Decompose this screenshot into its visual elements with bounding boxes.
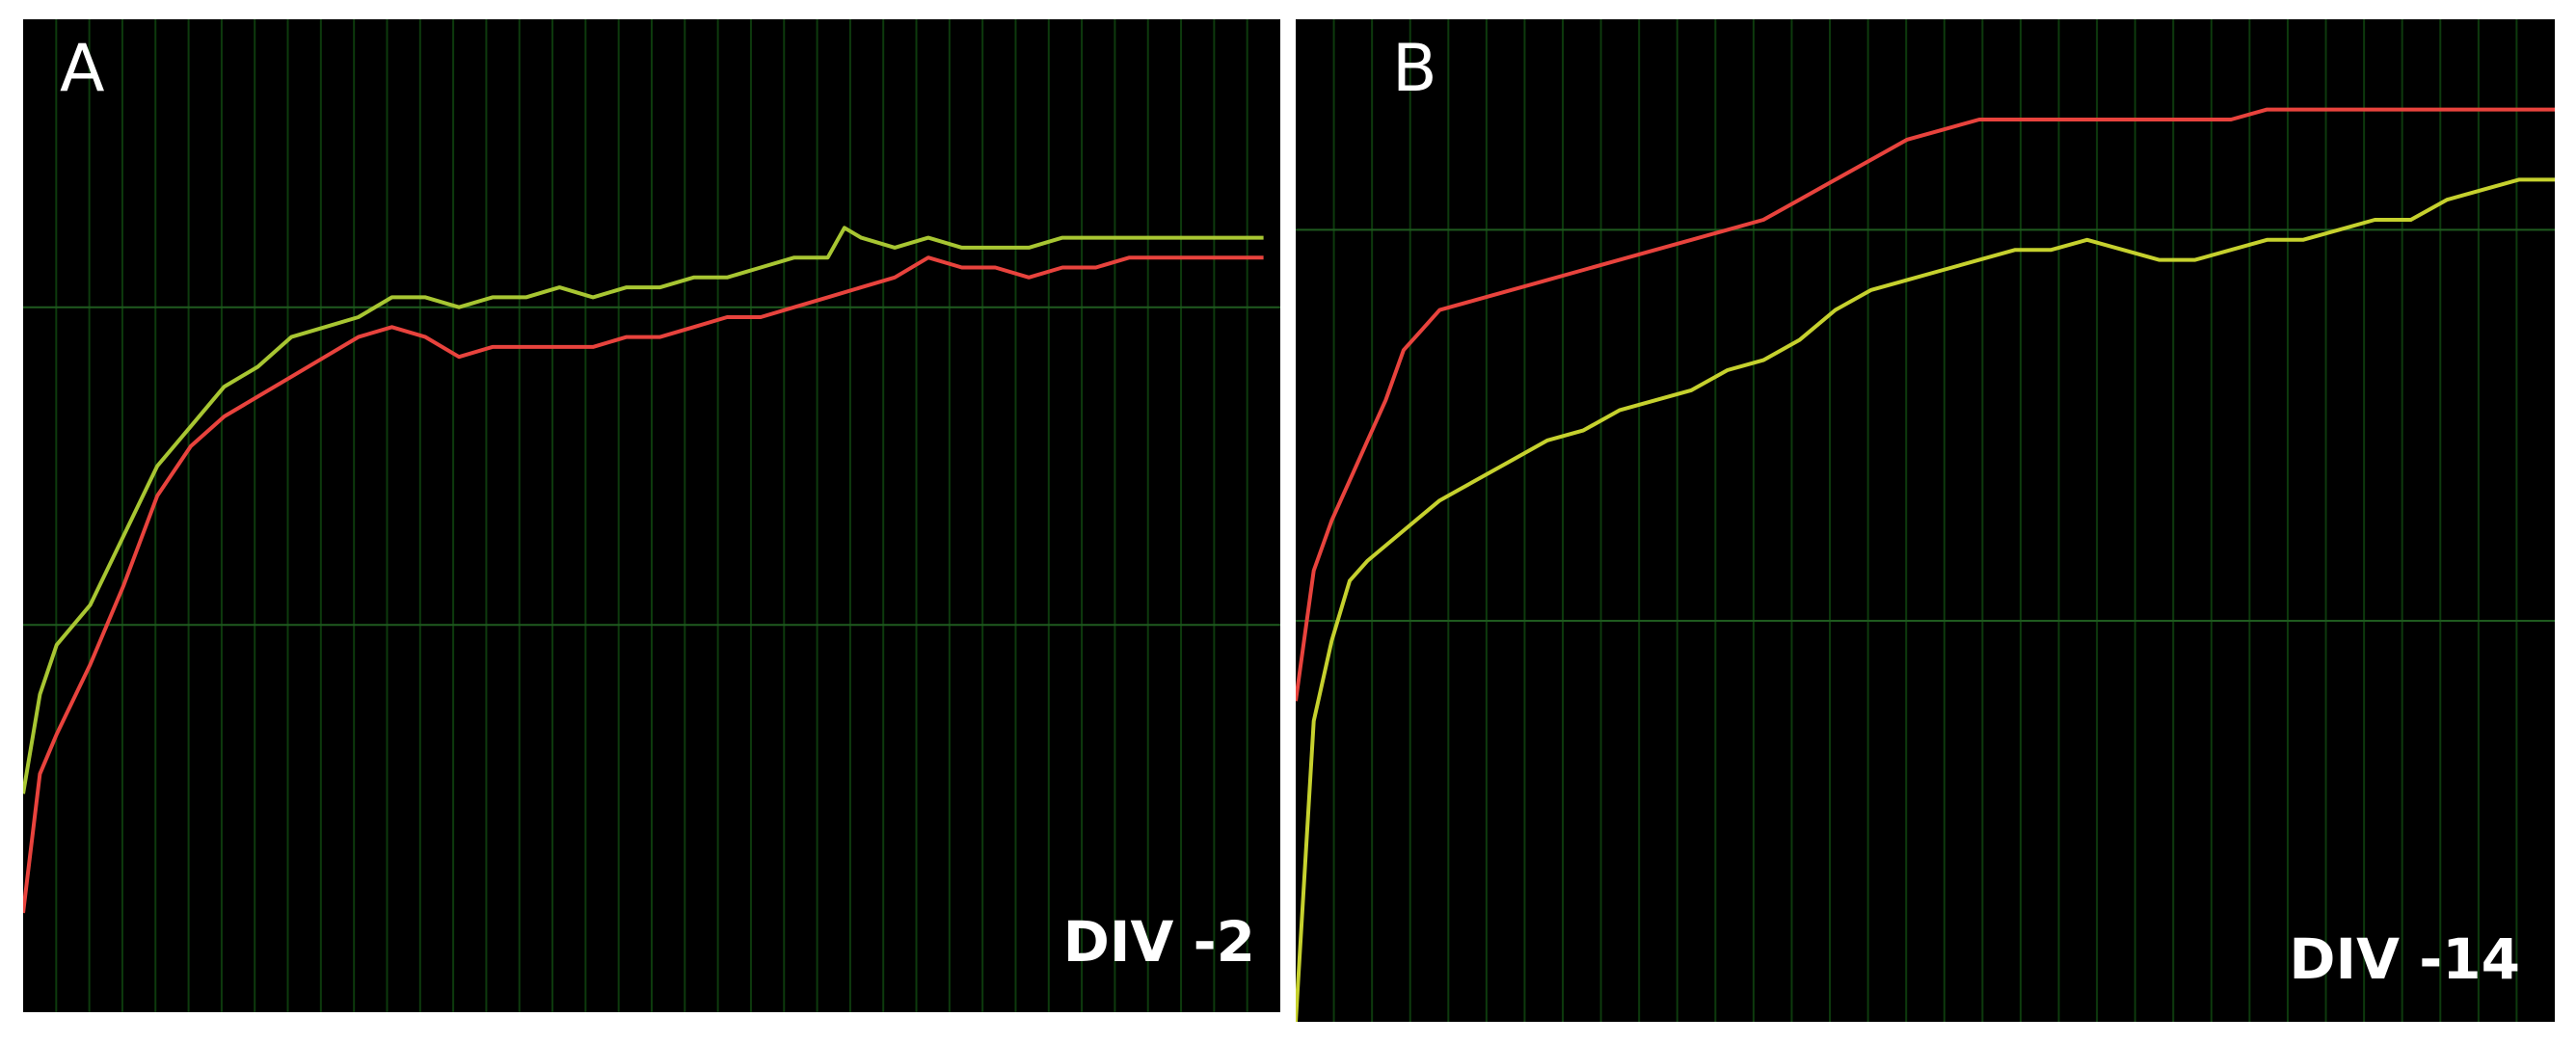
chart-panel-b: B DIV -14 xyxy=(1296,19,2555,1022)
series-line-1 xyxy=(1296,107,2555,702)
panel-caption-b: DIV -14 xyxy=(2289,926,2520,992)
panel-label-b: B xyxy=(1392,31,1437,107)
panel-caption-a: DIV -2 xyxy=(1062,909,1255,975)
series-line-1 xyxy=(23,255,1264,914)
chart-b-plot xyxy=(1296,19,2555,1022)
chart-a-plot xyxy=(23,19,1280,1012)
panel-label-a: A xyxy=(60,31,105,107)
series-line-2 xyxy=(1296,177,2555,1022)
chart-panel-a: A DIV -2 xyxy=(23,19,1280,1012)
series-line-2 xyxy=(23,226,1264,794)
